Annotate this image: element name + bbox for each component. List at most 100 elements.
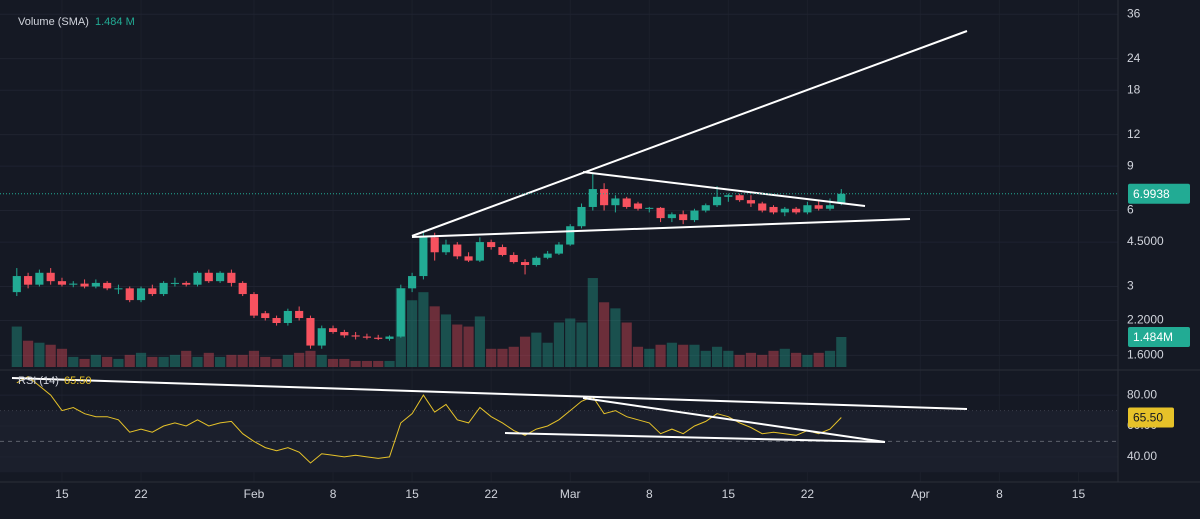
candle-body — [340, 332, 349, 336]
candle-body — [182, 282, 191, 285]
candle-body — [170, 282, 179, 284]
candle-body — [600, 189, 609, 206]
volume-bar — [45, 344, 56, 367]
volume-bar — [316, 354, 327, 367]
volume-bar — [463, 326, 474, 367]
candle-body — [362, 336, 371, 338]
candle-body — [441, 244, 451, 253]
volume-bar — [23, 340, 34, 367]
candle-body — [408, 276, 417, 289]
x-tick-label: Feb — [244, 487, 265, 501]
candle-body — [520, 262, 530, 266]
rsi-tag-label: 65.50 — [1133, 411, 1163, 425]
volume-tag-label: 1.484M — [1133, 330, 1173, 344]
candle-body — [837, 193, 846, 204]
volume-bar — [350, 360, 361, 367]
candle-body — [735, 195, 744, 201]
rsi-tag — [1128, 407, 1174, 428]
candle-body — [136, 288, 146, 301]
volume-bar — [271, 358, 282, 367]
marks — [11, 173, 847, 464]
candle-body — [193, 272, 202, 285]
volume-bar — [215, 356, 226, 367]
volume-bar — [192, 356, 203, 367]
x-tick-label: Apr — [911, 487, 930, 501]
candle-body — [825, 205, 835, 209]
volume-bar — [519, 336, 531, 367]
volume-bar — [666, 342, 677, 367]
x-tick-label: 22 — [484, 487, 498, 501]
candle-body — [780, 208, 789, 213]
volume-bar — [576, 322, 587, 367]
volume-bar — [531, 332, 542, 367]
candle-body — [554, 244, 563, 254]
x-tick-label: 15 — [1072, 487, 1086, 501]
volume-bar — [508, 346, 519, 367]
candle-body — [374, 337, 383, 339]
volume-bar — [158, 356, 169, 367]
volume-bar — [203, 352, 214, 367]
x-tick-label: 8 — [330, 487, 337, 501]
y-tick-label: 2.2000 — [1127, 313, 1164, 327]
candle-body — [792, 208, 801, 213]
candle-body — [227, 272, 236, 283]
volume-bar — [486, 348, 497, 367]
candle-body — [57, 281, 67, 285]
candle-body — [769, 206, 778, 213]
volume-bar — [497, 348, 508, 367]
volume-bar — [237, 354, 248, 367]
candle-body — [667, 214, 676, 219]
y-tick-label: 1.6000 — [1127, 348, 1164, 362]
volume-bar — [361, 360, 373, 367]
x-tick-label: 22 — [134, 487, 148, 501]
volume-tag — [1128, 326, 1190, 347]
volume-bar — [113, 358, 124, 367]
candle-body — [419, 237, 428, 277]
candle-body — [283, 310, 292, 323]
volume-bar — [824, 350, 836, 367]
y-tick-label: 36 — [1127, 6, 1141, 20]
volume-bar — [689, 344, 700, 367]
candle-body — [712, 196, 722, 206]
volume-bar — [587, 278, 598, 367]
volume-bar — [711, 346, 723, 367]
volume-bar — [305, 350, 316, 367]
candle-body — [114, 288, 123, 290]
x-tick-label: 15 — [722, 487, 736, 501]
candle-body — [385, 336, 394, 339]
x-tick-label: 15 — [55, 487, 69, 501]
volume-bar — [79, 358, 90, 367]
candle-body — [679, 214, 688, 221]
candle-body — [12, 276, 21, 293]
candle-body — [566, 226, 575, 245]
volume-bar — [474, 316, 485, 367]
last-price-tag — [1128, 183, 1190, 204]
candle-body — [249, 294, 259, 316]
volume-bar — [757, 354, 768, 367]
candle-body — [475, 242, 484, 261]
volume-bar — [68, 356, 79, 367]
candle-body — [724, 195, 733, 197]
volume-bar — [791, 352, 802, 367]
candle-body — [464, 256, 473, 261]
volume-bar — [34, 342, 45, 367]
volume-bar — [836, 336, 847, 367]
trend-line — [582, 397, 886, 443]
volume-bar — [700, 350, 711, 367]
candle-body — [701, 205, 710, 211]
volume-bar — [339, 358, 350, 367]
x-tick-label: 8 — [996, 487, 1003, 501]
last-price-label: 6.9938 — [1133, 187, 1170, 201]
y-tick-label: 9 — [1127, 158, 1134, 172]
trend-line — [11, 377, 968, 410]
candle-body — [306, 318, 315, 346]
candle-body — [216, 272, 225, 282]
candle-body — [24, 276, 33, 285]
x-tick-label: 15 — [405, 487, 419, 501]
volume-bar — [452, 324, 463, 367]
volume-bar — [542, 342, 553, 367]
volume-bar — [373, 360, 384, 367]
volume-bar — [226, 354, 237, 367]
candle-body — [588, 189, 597, 207]
